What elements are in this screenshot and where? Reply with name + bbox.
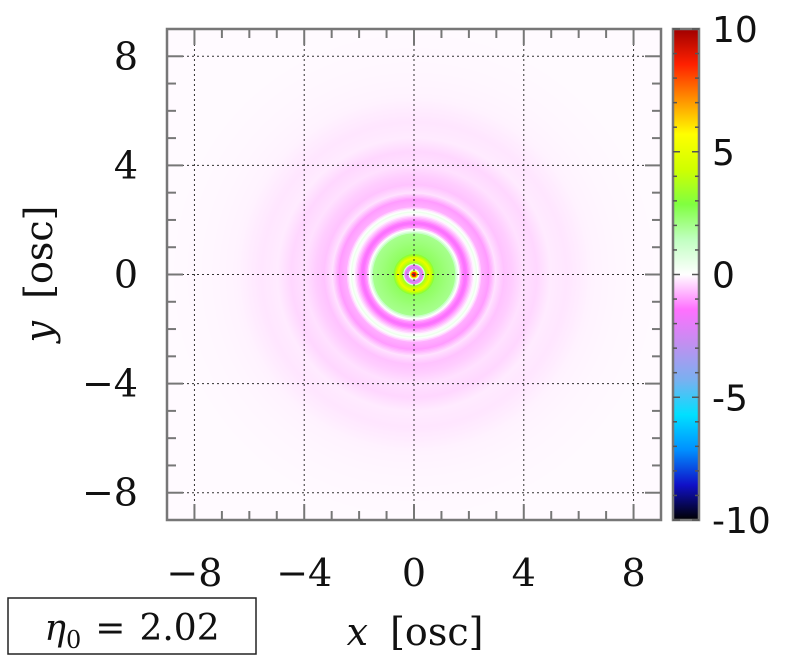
y-tick-label: −8 bbox=[82, 471, 138, 515]
x-tick-labels: −8 −4 0 4 8 bbox=[166, 551, 645, 595]
colorbar-tick-labels: 10 5 0 -5 -10 bbox=[712, 10, 771, 542]
parameter-subscript: 0 bbox=[66, 626, 81, 654]
y-axis-title: y [osc] bbox=[17, 206, 61, 345]
x-tick-label: 4 bbox=[512, 551, 536, 595]
colorbar-ticks bbox=[673, 28, 699, 521]
plot-frame bbox=[165, 27, 663, 522]
x-tick-label: −4 bbox=[276, 551, 332, 595]
colorbar-tick-label: -10 bbox=[712, 501, 771, 542]
x-axis-unit: [osc] bbox=[390, 610, 483, 654]
y-tick-label: −4 bbox=[82, 362, 138, 406]
parameter-box bbox=[7, 597, 257, 655]
y-axis-var: y bbox=[17, 320, 61, 344]
colorbar-tick-label: -5 bbox=[712, 378, 748, 419]
parameter-label: η0 = 2.02 bbox=[44, 608, 219, 654]
colorbar-tick-label: 5 bbox=[712, 133, 735, 174]
x-tick-label: −8 bbox=[166, 551, 222, 595]
x-axis-title: x [osc] bbox=[347, 610, 484, 654]
grid-lines bbox=[167, 29, 661, 520]
colorbar-tick-label: 10 bbox=[712, 10, 758, 51]
x-tick-label: 0 bbox=[402, 551, 426, 595]
y-tick-label: 4 bbox=[114, 143, 138, 187]
parameter-symbol: η bbox=[44, 608, 66, 649]
y-tick-label: 0 bbox=[114, 253, 138, 297]
colorbar-tick-label: 0 bbox=[712, 256, 735, 297]
y-tick-labels: 8 4 0 −4 −8 bbox=[82, 34, 138, 514]
x-tick-label: 8 bbox=[621, 551, 645, 595]
parameter-relation: = bbox=[95, 608, 125, 649]
y-tick-label: 8 bbox=[114, 34, 138, 78]
parameter-value: 2.02 bbox=[139, 608, 219, 649]
x-axis-var: x bbox=[347, 610, 368, 654]
y-axis-unit: [osc] bbox=[17, 206, 61, 299]
